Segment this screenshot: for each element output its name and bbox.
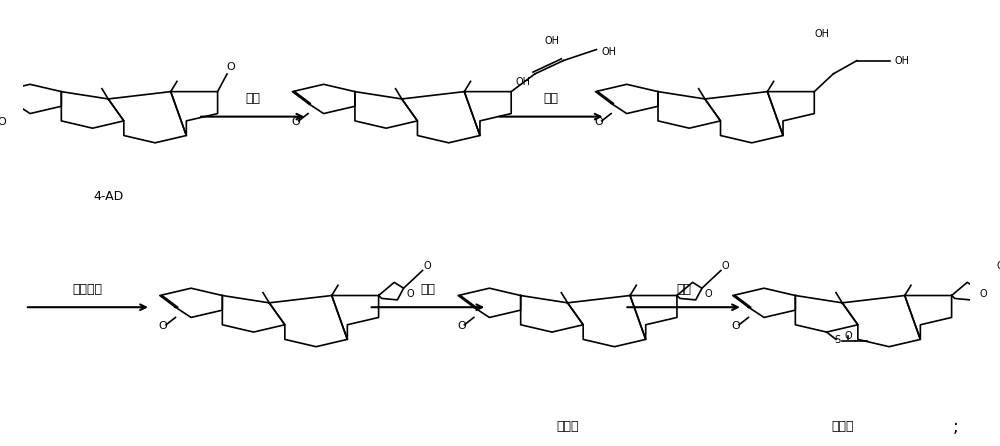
Text: 硫代: 硫代	[676, 283, 691, 296]
Text: O: O	[845, 331, 852, 341]
Text: O: O	[722, 261, 729, 271]
Text: OH: OH	[814, 29, 829, 39]
Text: O: O	[996, 261, 1000, 271]
Text: OH: OH	[544, 36, 559, 45]
Text: 氧化环合: 氧化环合	[73, 283, 103, 296]
Text: S: S	[834, 335, 841, 345]
Text: O: O	[291, 117, 300, 128]
Text: O: O	[732, 321, 740, 331]
Text: O: O	[0, 117, 6, 128]
Text: 脱氢: 脱氢	[420, 283, 435, 296]
Text: ;: ;	[953, 418, 959, 436]
Text: O: O	[979, 289, 987, 299]
Text: 氢化: 氢化	[543, 92, 558, 105]
Text: OH: OH	[895, 56, 910, 66]
Text: O: O	[594, 117, 603, 128]
Text: OH: OH	[601, 47, 616, 57]
Text: O: O	[423, 261, 431, 271]
Text: 炔化: 炔化	[245, 92, 260, 105]
Text: OH: OH	[516, 77, 531, 87]
Text: O: O	[457, 321, 466, 331]
Text: 4-AD: 4-AD	[93, 190, 123, 203]
Text: 坎利酮: 坎利酮	[556, 421, 579, 434]
Text: O: O	[704, 289, 712, 299]
Text: O: O	[159, 321, 167, 331]
Text: O: O	[226, 62, 235, 72]
Text: O: O	[406, 289, 414, 299]
Text: 螺内酯: 螺内酯	[831, 421, 853, 434]
